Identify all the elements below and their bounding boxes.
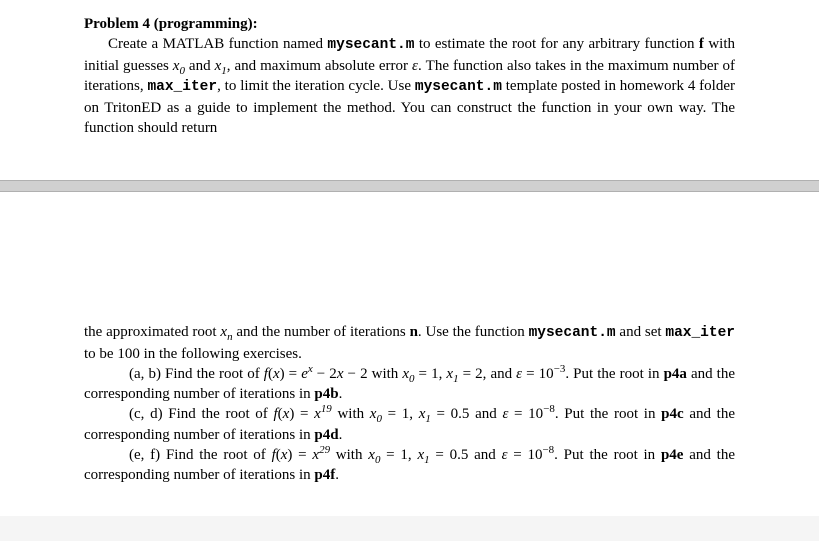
text: . Use the function xyxy=(418,324,529,340)
text: = 1, xyxy=(382,406,419,422)
text: . Put the root in xyxy=(554,447,661,463)
text: to be 100 in the following exercises. xyxy=(84,346,302,362)
exercise-ab: (a, b) Find the root of f(x) = ex − 2x −… xyxy=(84,364,735,405)
symbol-x1: x1 xyxy=(446,366,458,382)
text: = 10 xyxy=(508,406,543,422)
page-bottom: the approximated root xn and the number … xyxy=(0,308,819,516)
var-p4a: p4a xyxy=(664,366,687,382)
problem-header-line: Problem 4 (programming): xyxy=(84,14,735,34)
text: . xyxy=(339,386,343,402)
text: = 1, xyxy=(380,447,417,463)
exercise-cd: (c, d) Find the root of f(x) = x19 with … xyxy=(84,404,735,445)
var-p4e: p4e xyxy=(661,447,684,463)
text: (a, b) Find the root of xyxy=(129,366,264,382)
text: to estimate the root for any arbitrary f… xyxy=(414,36,698,52)
text: = 0.5 and xyxy=(430,447,502,463)
symbol-x1: x1 xyxy=(419,406,431,422)
text: . xyxy=(339,427,343,443)
symbol-x1: x1 xyxy=(215,58,227,74)
exponent: −8 xyxy=(543,444,555,456)
text: , to limit the iteration cycle. Use xyxy=(217,78,415,94)
code-maxiter: max_iter xyxy=(147,79,217,95)
text: and the number of iterations xyxy=(233,324,410,340)
code-maxiter: max_iter xyxy=(665,325,735,341)
continuation-paragraph: the approximated root xn and the number … xyxy=(84,322,735,364)
expr-x29: x29 xyxy=(312,447,330,463)
code-mysecant: mysecant.m xyxy=(529,325,616,341)
text: the approximated root xyxy=(84,324,220,340)
exercise-ef: (e, f) Find the root of f(x) = x29 with … xyxy=(84,445,735,486)
text: − 2 xyxy=(313,366,337,382)
text: and set xyxy=(616,324,666,340)
text: ) = xyxy=(287,447,312,463)
var-p4b: p4b xyxy=(314,386,338,402)
symbol-x0: x0 xyxy=(402,366,414,382)
text: and xyxy=(185,58,215,74)
symbol-x0: x0 xyxy=(370,406,382,422)
symbol-x1: x1 xyxy=(417,447,429,463)
text: (e, f) Find the root of xyxy=(129,447,272,463)
page-gap xyxy=(0,180,819,192)
exponent: −3 xyxy=(554,363,566,375)
document-sheet: Problem 4 (programming): Create a MATLAB… xyxy=(0,0,819,516)
symbol-x0: x0 xyxy=(173,58,185,74)
exponent: −8 xyxy=(543,403,555,415)
text: (c, d) Find the root of xyxy=(129,406,273,422)
page-bottom-leading-space xyxy=(0,192,819,308)
problem-header: Problem 4 (programming): xyxy=(84,16,258,32)
text: . xyxy=(335,467,339,483)
text: with xyxy=(332,406,370,422)
symbol-x: x xyxy=(273,366,280,382)
text: = 1, xyxy=(415,366,447,382)
page-top: Problem 4 (programming): Create a MATLAB… xyxy=(0,0,819,180)
expr-e: ex xyxy=(301,366,313,382)
var-p4f: p4f xyxy=(314,467,335,483)
symbol-n: n xyxy=(410,324,418,340)
text: Create a MATLAB function named xyxy=(108,36,327,52)
code-mysecant: mysecant.m xyxy=(327,37,414,53)
text: . Put the root in xyxy=(565,366,663,382)
text: , and maximum absolute error xyxy=(227,58,412,74)
text: ) = xyxy=(280,366,302,382)
var-p4d: p4d xyxy=(314,427,338,443)
symbol-xn: xn xyxy=(220,324,232,340)
text: . Put the root in xyxy=(555,406,661,422)
symbol-x0: x0 xyxy=(368,447,380,463)
expr-x19: x19 xyxy=(314,406,332,422)
text: = 2, and xyxy=(459,366,517,382)
text: − 2 with xyxy=(343,366,402,382)
var-p4c: p4c xyxy=(661,406,684,422)
code-mysecant: mysecant.m xyxy=(415,79,502,95)
text: = 0.5 and xyxy=(431,406,503,422)
text: ) = xyxy=(289,406,314,422)
text: = 10 xyxy=(522,366,554,382)
text: = 10 xyxy=(508,447,543,463)
intro-paragraph: Create a MATLAB function named mysecant.… xyxy=(84,34,735,138)
text: with xyxy=(330,447,368,463)
